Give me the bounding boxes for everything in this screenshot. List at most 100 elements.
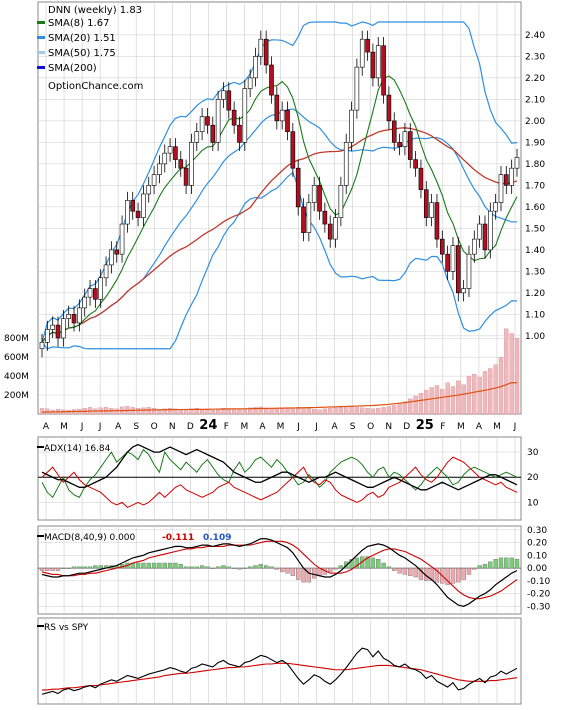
macd-histogram-bar (146, 562, 151, 569)
sma8-line (41, 75, 518, 343)
macd-histogram-bar (456, 567, 461, 583)
macd-line (41, 538, 518, 607)
candle-body (327, 223, 333, 240)
volume-bar (183, 409, 189, 415)
candle-body (504, 174, 509, 186)
candle-body (151, 174, 157, 186)
price-tick-label: 1.30 (525, 267, 545, 277)
candle-body (114, 249, 120, 255)
macd-histogram-bar (93, 565, 98, 569)
macd-histogram-bar (290, 567, 295, 576)
candle-body (509, 167, 514, 186)
macd-histogram-bar (183, 566, 189, 569)
macd-histogram-bar (162, 562, 167, 569)
candle-body (247, 77, 253, 89)
candle-body (178, 159, 184, 169)
volume-bar (162, 408, 167, 415)
candle-body (61, 318, 66, 339)
price-tick-label: 1.70 (525, 181, 545, 191)
macd-histogram-bar (82, 566, 87, 569)
candle-body (290, 131, 296, 169)
macd-histogram-bar (242, 567, 247, 569)
month-tick-label: M (241, 422, 249, 432)
macd-histogram-bar (98, 565, 103, 569)
candle-body (45, 329, 50, 343)
month-tick-label: N (169, 422, 176, 432)
adx-tick-label: 30 (527, 448, 539, 458)
month-tick-label: 25 (416, 418, 434, 433)
sma50-line (41, 127, 518, 343)
candle-body (429, 202, 434, 218)
volume-bar (397, 403, 402, 415)
volume-bar (456, 380, 461, 415)
volume-tick-label: 600M (4, 353, 29, 363)
volume-bar (290, 407, 295, 415)
volume-bar (408, 398, 413, 415)
volume-bar (258, 406, 263, 415)
candle-body (391, 120, 397, 143)
candle-body (183, 167, 189, 186)
macd-histogram-bar (221, 565, 226, 569)
candle-body (343, 142, 349, 186)
macd-histogram-bar (39, 567, 45, 571)
volume-bar (226, 408, 231, 415)
macd-histogram-bar (264, 565, 269, 569)
macd-tick-label: 0.10 (527, 551, 547, 561)
candle-body (482, 223, 488, 251)
volume-bar (328, 408, 333, 415)
macd-histogram-bar (55, 567, 61, 571)
volume-bar (461, 384, 466, 415)
macd-histogram-bar (135, 562, 141, 569)
macd-histogram-bar (376, 559, 381, 569)
macd-histogram-bar (61, 567, 66, 569)
volume-bar (264, 408, 269, 415)
macd-histogram-bar (253, 565, 258, 569)
legend-entry: SMA(8) 1.67 (48, 18, 109, 29)
candle-body (418, 167, 424, 190)
price-tick-label: 1.20 (525, 289, 545, 299)
candle-body (82, 296, 87, 309)
rs-legend-swatch (37, 625, 44, 627)
adx-legend-swatch (37, 446, 44, 448)
candle-body (258, 38, 264, 57)
macd-histogram-bar (312, 567, 317, 579)
macd-histogram-bar (178, 564, 183, 569)
macd-histogram-bar (157, 562, 162, 569)
candle-body (450, 245, 456, 272)
macd-histogram-bar (258, 564, 263, 569)
macd-histogram-bar (392, 567, 397, 571)
volume-bar (402, 401, 408, 415)
legend-entry: SMA(20) 1.51 (48, 33, 116, 44)
candle-body (87, 288, 93, 298)
volume-bar (199, 409, 205, 415)
candle-body (237, 124, 242, 143)
legend-swatch (37, 66, 45, 69)
month-tick-label: F (440, 422, 445, 432)
volume-bar (493, 364, 498, 415)
macd-histogram-bar (199, 565, 205, 569)
candle-body (317, 185, 322, 212)
candle-body (370, 51, 376, 79)
macd-histogram-bar (429, 567, 434, 581)
candle-body (306, 202, 312, 233)
volume-bar (253, 407, 258, 415)
candle-body (77, 307, 82, 324)
month-tick-label: A (115, 422, 122, 432)
candle-body (322, 210, 328, 225)
macd-tick-label: 0.30 (527, 526, 547, 536)
candle-body (98, 277, 104, 300)
candle-body (338, 185, 344, 218)
volume-bar (482, 371, 488, 415)
macd-histogram-bar (173, 562, 178, 569)
volume-bar (146, 407, 151, 415)
month-tick-label: A (259, 422, 266, 432)
macd-tick-label: 0.00 (527, 564, 547, 574)
candle-body (125, 200, 130, 225)
candle-body (333, 217, 338, 240)
price-tick-label: 1.50 (525, 224, 545, 234)
candle-body (461, 288, 466, 294)
candle-body (375, 45, 381, 79)
candle-body (242, 88, 248, 143)
volume-bar (167, 408, 173, 415)
